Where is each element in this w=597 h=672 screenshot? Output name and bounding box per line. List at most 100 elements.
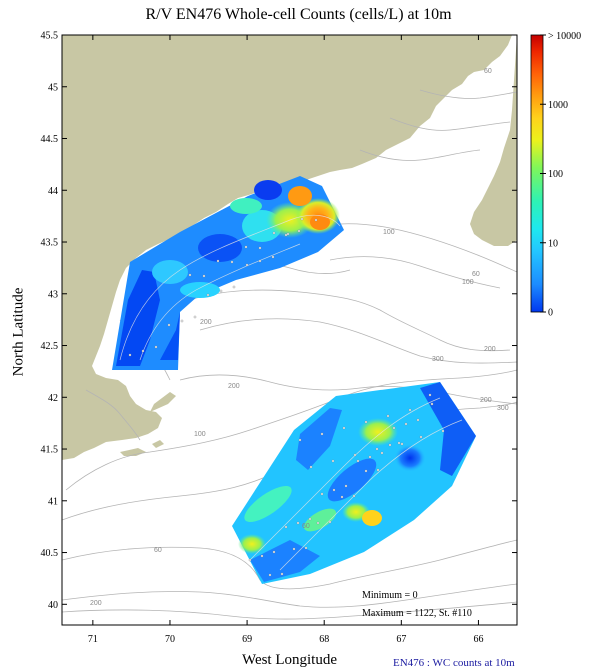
station-marker — [309, 465, 313, 469]
station-marker — [356, 459, 360, 463]
station-marker — [328, 520, 332, 524]
station-marker — [397, 441, 401, 445]
station-marker — [180, 319, 184, 323]
station-marker — [400, 442, 404, 446]
station-marker — [441, 429, 445, 433]
station-marker — [364, 420, 368, 424]
station-marker — [364, 469, 368, 473]
station-marker — [340, 495, 344, 499]
y-tick-label: 41 — [48, 496, 58, 507]
land-nova-scotia — [470, 35, 517, 246]
survey-region-south — [232, 382, 476, 584]
colorbar-label: 0 — [548, 308, 553, 319]
station-marker — [167, 323, 171, 327]
land-islands — [120, 440, 164, 456]
station-marker — [284, 525, 288, 529]
contour-label: 200 — [90, 600, 102, 607]
station-marker — [320, 432, 324, 436]
y-tick-label: 42 — [48, 393, 58, 404]
station-marker — [392, 426, 396, 430]
station-marker — [219, 289, 223, 293]
x-tick-label: 71 — [88, 634, 98, 645]
y-tick-label: 44.5 — [41, 134, 59, 145]
land-cape-cod — [150, 392, 176, 412]
colorbar-label: > 10000 — [548, 31, 581, 42]
y-tick-label: 41.5 — [41, 445, 59, 456]
station-marker — [296, 521, 300, 525]
station-marker — [375, 447, 379, 451]
maximum-label: Maximum = 1122, St. #110 — [362, 608, 472, 619]
survey-region-north — [112, 176, 344, 370]
axes: 71 70 69 68 67 66 40 40.5 41 41.5 42 42.5 43 43.5 44 44… — [41, 31, 517, 645]
station-marker — [286, 232, 290, 236]
contour-label: 60 — [472, 271, 480, 278]
station-marker — [332, 488, 336, 492]
station-marker — [430, 402, 434, 406]
station-marker — [298, 438, 302, 442]
station-marker — [428, 393, 432, 397]
station-marker — [352, 494, 356, 498]
x-axis-label: West Longitude — [241, 652, 338, 668]
contour-label: 100 — [462, 279, 474, 286]
y-axis-label: North Latitude — [10, 287, 27, 377]
station-marker — [248, 558, 252, 562]
footer-note: EN476 : WC counts at 10m — [393, 657, 515, 669]
station-marker — [271, 255, 275, 259]
y-tick-label: 44 — [48, 186, 58, 197]
station-marker — [230, 260, 234, 264]
contour-label: 300 — [432, 356, 444, 363]
station-marker — [280, 572, 284, 576]
station-marker — [419, 435, 423, 439]
y-tick-label: 42.5 — [41, 341, 59, 352]
overlay-contours — [119, 214, 463, 571]
station-marker — [408, 408, 412, 412]
contour-label: 60 — [154, 547, 162, 554]
station-marker — [388, 443, 392, 447]
x-tick-label: 69 — [242, 634, 252, 645]
station-marker — [206, 293, 210, 297]
station-marker — [154, 345, 158, 349]
station-marker — [320, 492, 324, 496]
y-tick-label: 40.5 — [41, 548, 59, 559]
x-tick-label: 70 — [165, 634, 175, 645]
station-marker — [386, 414, 390, 418]
station-marker — [308, 517, 312, 521]
station-marker — [245, 263, 249, 267]
y-tick-label: 45 — [48, 82, 58, 93]
station-marker — [272, 550, 276, 554]
y-tick-label: 43.5 — [41, 238, 59, 249]
station-marker — [353, 453, 357, 457]
station-marker — [344, 484, 348, 488]
contour-label: 100 — [194, 431, 206, 438]
x-tick-label: 67 — [396, 634, 406, 645]
station-marker — [128, 353, 132, 357]
station-marker — [258, 259, 262, 263]
station-marker — [416, 418, 420, 422]
plot-frame — [61, 34, 518, 626]
colorbar-label: 10 — [548, 238, 558, 249]
land-mainland — [62, 35, 512, 460]
colorbar-label: 1000 — [548, 100, 568, 111]
contour-label: 60 — [302, 523, 310, 530]
station-marker — [272, 231, 276, 235]
contour-labels: 60 100 200 200 60 100 200 300 100 200 30… — [90, 68, 509, 607]
station-marker — [404, 422, 408, 426]
station-marker — [304, 546, 308, 550]
station-marker — [260, 554, 264, 558]
station-marker — [300, 217, 304, 221]
contour-label: 200 — [484, 346, 496, 353]
contour-label: 100 — [383, 229, 395, 236]
station-marker — [380, 451, 384, 455]
contour-label: 200 — [228, 383, 240, 390]
station-marker — [297, 229, 301, 233]
station-marker — [314, 218, 318, 222]
station-markers — [128, 217, 445, 577]
station-marker — [268, 573, 272, 577]
station-marker — [232, 285, 236, 289]
station-marker — [342, 426, 346, 430]
station-marker — [202, 274, 206, 278]
station-marker — [284, 233, 288, 237]
y-tick-label: 40 — [48, 600, 58, 611]
